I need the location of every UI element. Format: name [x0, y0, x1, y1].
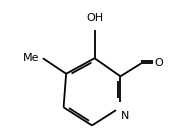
Text: Me: Me — [23, 53, 40, 63]
Text: N: N — [121, 111, 130, 121]
Text: OH: OH — [86, 13, 103, 23]
Text: O: O — [155, 58, 163, 68]
